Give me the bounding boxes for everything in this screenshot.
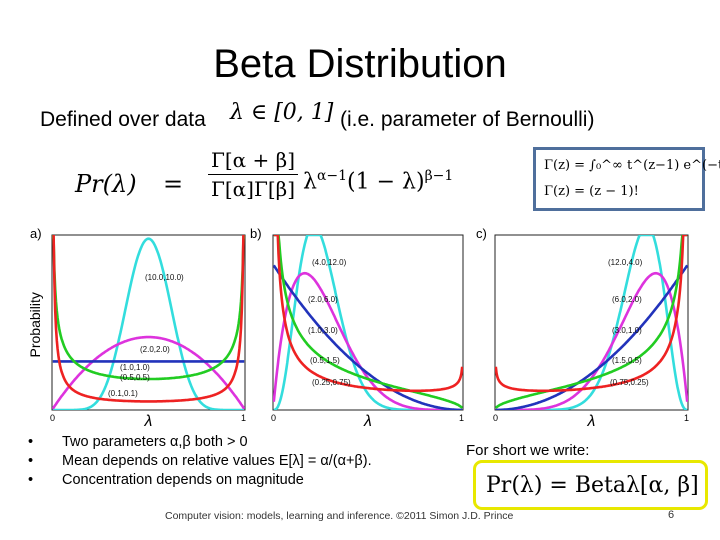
curve-label: (2.0,2.0) bbox=[140, 345, 170, 354]
bullet-text: Two parameters α,β both > 0 bbox=[62, 434, 248, 450]
series-line bbox=[273, 235, 463, 409]
gamma-function-box: Γ(z) = ∫₀^∞ t^(z−1) e^(−t) dt Γ(z) = (z … bbox=[533, 147, 720, 211]
bullet-dot: • bbox=[28, 434, 34, 450]
panel-label: b) bbox=[250, 226, 262, 241]
plot-frame bbox=[51, 234, 246, 411]
x-tick-label: 0 bbox=[271, 413, 276, 423]
formula-base1: λ bbox=[303, 169, 317, 195]
curve-label: (1.5,0.5) bbox=[612, 356, 642, 365]
series-line bbox=[495, 235, 688, 409]
bullet-item: • Concentration depends on magnitude bbox=[28, 471, 372, 490]
gamma-integral: Γ(z) = ∫₀^∞ t^(z−1) e^(−t) dt bbox=[544, 158, 720, 173]
footer-credit: Computer vision: models, learning and in… bbox=[165, 510, 514, 522]
x-tick-label: 1 bbox=[459, 413, 464, 423]
beta-shorthand-box: Pr(λ) = Betaλ[α, β] bbox=[473, 460, 708, 510]
x-tick-label: 0 bbox=[50, 413, 55, 423]
x-tick-label: 1 bbox=[684, 413, 689, 423]
formula-denominator: Γ[α]Γ[β] bbox=[210, 177, 296, 201]
slide-title: Beta Distribution bbox=[213, 42, 507, 86]
x-axis-label: λ bbox=[363, 413, 372, 430]
bullet-text: Concentration depends on magnitude bbox=[62, 472, 304, 488]
plot-frame bbox=[272, 234, 464, 411]
curve-label: (0.5,0.5) bbox=[120, 373, 150, 382]
x-axis-label: λ bbox=[144, 413, 153, 430]
x-tick-label: 0 bbox=[493, 413, 498, 423]
x-axis-label: λ bbox=[587, 413, 596, 430]
defined-math: λ ∈ [0, 1] bbox=[230, 100, 334, 125]
defined-over-text: Defined over data bbox=[40, 108, 206, 131]
gamma-factorial: Γ(z) = (z − 1)! bbox=[544, 184, 639, 199]
panel-label: a) bbox=[30, 226, 42, 241]
curve-label: (2.0,6.0) bbox=[308, 295, 338, 304]
panel-label: c) bbox=[476, 226, 487, 241]
plot-frame bbox=[494, 234, 689, 411]
curve-label: (4.0,12.0) bbox=[312, 258, 347, 267]
bullet-dot: • bbox=[28, 453, 34, 469]
curve-label: (0.75,0.25) bbox=[610, 378, 649, 387]
formula-base2: (1 − λ) bbox=[347, 169, 425, 195]
formula-exp2: β−1 bbox=[424, 168, 454, 184]
beta-plots: a) 0 1 λ Probability (10.0,10.0) (2.0,2.0) (1.0… bbox=[27, 226, 689, 430]
beta-shorthand-formula: Pr(λ) = Betaλ[α, β] bbox=[486, 472, 699, 498]
formula-numerator: Γ[α + β] bbox=[208, 148, 298, 175]
curve-label: (1.0,1.0) bbox=[120, 363, 150, 372]
curve-label: (0.1,0.1) bbox=[108, 389, 138, 398]
curve-label: (6.0,2.0) bbox=[612, 295, 642, 304]
series-line bbox=[52, 237, 245, 410]
curve-label: (10.0,10.0) bbox=[145, 273, 184, 282]
series-line bbox=[495, 235, 688, 393]
bullet-list: • Two parameters α,β both > 0 • Mean depen… bbox=[28, 433, 372, 490]
for-short-label: For short we write: bbox=[466, 442, 590, 459]
formula-fraction: Γ[α + β] Γ[α]Γ[β] bbox=[208, 148, 298, 201]
series-line bbox=[52, 235, 245, 403]
series-line bbox=[273, 235, 463, 410]
curve-label: (0.5,1.5) bbox=[310, 356, 340, 365]
formula-rest: λα−1(1 − λ)β−1 bbox=[303, 168, 453, 194]
curve-label: (12.0,4.0) bbox=[608, 258, 643, 267]
formula-lhs: Pr(λ) bbox=[75, 170, 137, 198]
series-line bbox=[495, 235, 688, 410]
bullet-text: Mean depends on relative values E[λ] = α… bbox=[62, 453, 372, 469]
formula-exp1: α−1 bbox=[316, 168, 348, 184]
bernoulli-note: (i.e. parameter of Bernoulli) bbox=[340, 108, 595, 131]
curve-label: (3.0,1.0) bbox=[612, 326, 642, 335]
formula-equals: = bbox=[163, 170, 184, 198]
series-line bbox=[52, 235, 245, 381]
series-line bbox=[495, 264, 688, 410]
bullet-item: • Mean depends on relative values E[λ] = … bbox=[28, 452, 372, 471]
y-axis-label: Probability bbox=[27, 292, 43, 357]
x-tick-label: 1 bbox=[241, 413, 246, 423]
series-line bbox=[273, 264, 463, 410]
bullet-dot: • bbox=[28, 472, 34, 488]
curve-label: (1.0,3.0) bbox=[308, 326, 338, 335]
curve-label: (0.25,0.75) bbox=[312, 378, 351, 387]
bullet-item: • Two parameters α,β both > 0 bbox=[28, 433, 372, 452]
page-number: 6 bbox=[668, 509, 675, 521]
series-line bbox=[273, 235, 463, 393]
